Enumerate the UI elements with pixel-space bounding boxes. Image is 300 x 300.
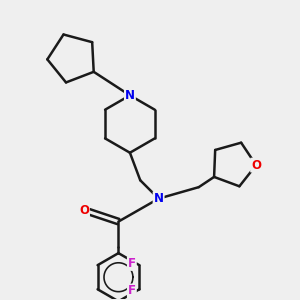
Text: N: N [125, 89, 135, 102]
Text: F: F [128, 284, 136, 298]
Text: F: F [128, 257, 136, 270]
Text: O: O [251, 159, 261, 172]
Text: N: N [154, 192, 164, 205]
Text: O: O [79, 204, 89, 217]
